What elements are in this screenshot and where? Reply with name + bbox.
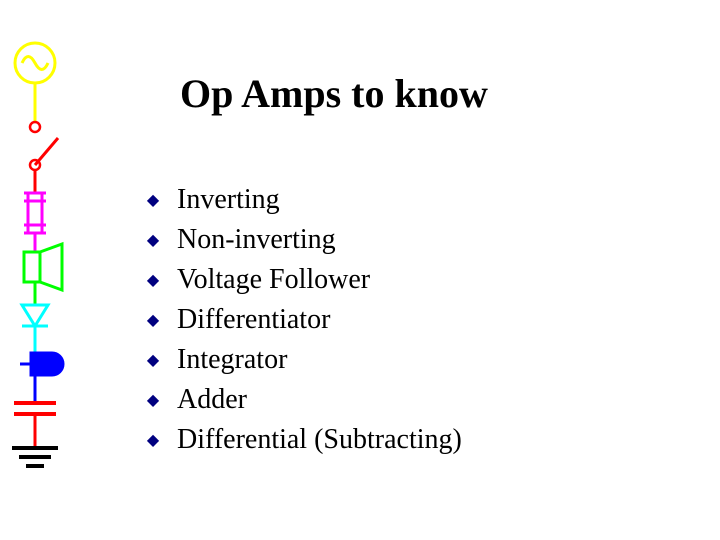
circuit-sidebar-icon: [0, 0, 90, 500]
switch-terminal-icon: [30, 122, 40, 132]
page-title: Op Amps to know: [180, 70, 488, 117]
speaker-horn-icon: [40, 244, 62, 290]
list-item-label: Voltage Follower: [177, 264, 370, 296]
bullet-icon: ◆: [143, 190, 163, 210]
switch-arm-icon: [35, 138, 58, 165]
bullet-icon: ◆: [143, 350, 163, 370]
speaker-body-icon: [24, 252, 40, 282]
slide: Op Amps to know ◆ Inverting ◆ Non-inverting…: [0, 0, 720, 540]
list-item: ◆ Inverting: [143, 180, 462, 220]
bullet-icon: ◆: [143, 430, 163, 450]
list-item-label: Differential (Subtracting): [177, 424, 462, 456]
list-item: ◆ Non-inverting: [143, 220, 462, 260]
list-item-label: Adder: [177, 384, 247, 416]
logic-gate-icon: [30, 352, 64, 376]
list-item: ◆ Integrator: [143, 340, 462, 380]
list-item-label: Differentiator: [177, 304, 330, 336]
bullet-icon: ◆: [143, 270, 163, 290]
list-item: ◆ Voltage Follower: [143, 260, 462, 300]
list-item-label: Inverting: [177, 184, 280, 216]
diode-icon: [22, 305, 48, 326]
list-item: ◆ Differentiator: [143, 300, 462, 340]
bullet-icon: ◆: [143, 230, 163, 250]
ac-wave-icon: [22, 57, 48, 70]
list-item: ◆ Adder: [143, 380, 462, 420]
fuse-icon: [28, 193, 42, 233]
list-item-label: Non-inverting: [177, 224, 336, 256]
bullet-list: ◆ Inverting ◆ Non-inverting ◆ Voltage Followe…: [143, 180, 462, 460]
bullet-icon: ◆: [143, 390, 163, 410]
list-item-label: Integrator: [177, 344, 287, 376]
bullet-icon: ◆: [143, 310, 163, 330]
list-item: ◆ Differential (Subtracting): [143, 420, 462, 460]
